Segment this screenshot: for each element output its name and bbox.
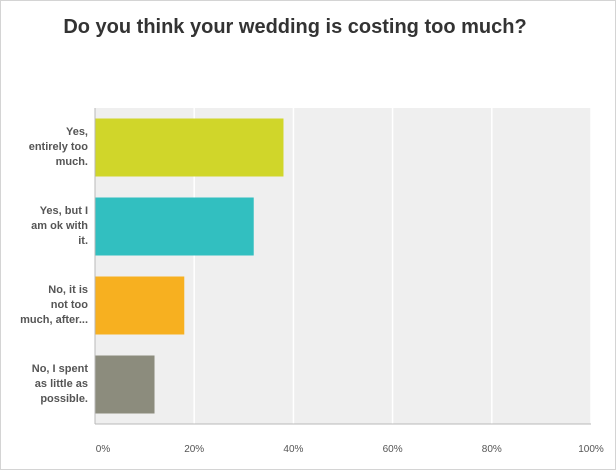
bar: [95, 118, 284, 177]
category-label-line: much, after...: [20, 314, 88, 326]
x-tick-label: 100%: [578, 444, 604, 455]
category-label-line: possible.: [40, 393, 88, 405]
category-label: Yes, entirely too much.: [14, 125, 88, 170]
category-label-line: No, it is: [48, 284, 88, 296]
category-label-line: as little as: [34, 378, 88, 390]
category-label-line: Yes,: [65, 126, 88, 138]
category-label-line: Yes, but I: [39, 205, 88, 217]
bar: [95, 276, 185, 335]
gridlines: [193, 108, 592, 424]
x-tick-label: 40%: [283, 444, 303, 455]
category-label-line: am ok with: [31, 220, 88, 232]
x-tick-label: 80%: [482, 444, 502, 455]
category-label: Yes, but I am ok with it.: [14, 204, 88, 249]
category-label-line: No, I spent: [31, 363, 88, 375]
category-label-line: entirely too: [28, 141, 88, 153]
bars: [95, 118, 284, 414]
x-tick-label: 60%: [383, 444, 403, 455]
bar: [95, 355, 155, 414]
category-label: No, I spent as little as possible.: [14, 362, 88, 407]
category-label-line: it.: [78, 235, 88, 247]
bar: [95, 197, 254, 256]
category-label-line: not too: [50, 299, 88, 311]
chart-title: Do you think your wedding is costing too…: [63, 16, 527, 38]
x-tick-label: 20%: [184, 444, 204, 455]
x-tick-labels: 0% 20% 40% 60% 80% 100%: [96, 444, 604, 455]
x-tick-label: 0%: [96, 444, 111, 455]
category-label-line: much.: [55, 156, 88, 168]
category-label: No, it is not too much, after...: [14, 283, 88, 328]
